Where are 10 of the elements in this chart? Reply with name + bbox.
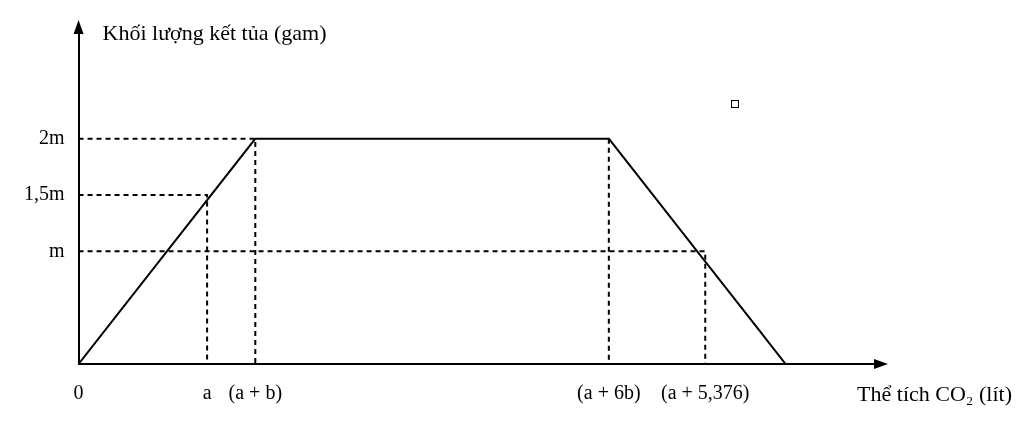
x-tick-label: (a + 6b) bbox=[577, 381, 641, 405]
x-tick-label: a bbox=[202, 381, 212, 404]
x-tick-label: (a + b) bbox=[228, 381, 283, 405]
y-tick-label: m bbox=[48, 238, 65, 261]
y-tick-label: 1,5m bbox=[23, 182, 65, 205]
y-axis-title: Khối lượng kết tủa (gam) bbox=[102, 19, 327, 45]
x-tick-label: 0 bbox=[73, 381, 84, 404]
x-axis-title: Thể tích CO₂ (lít) bbox=[857, 380, 1012, 406]
y-tick-label: 2m bbox=[38, 125, 65, 148]
x-tick-label: (a + 5,376) bbox=[661, 381, 750, 405]
